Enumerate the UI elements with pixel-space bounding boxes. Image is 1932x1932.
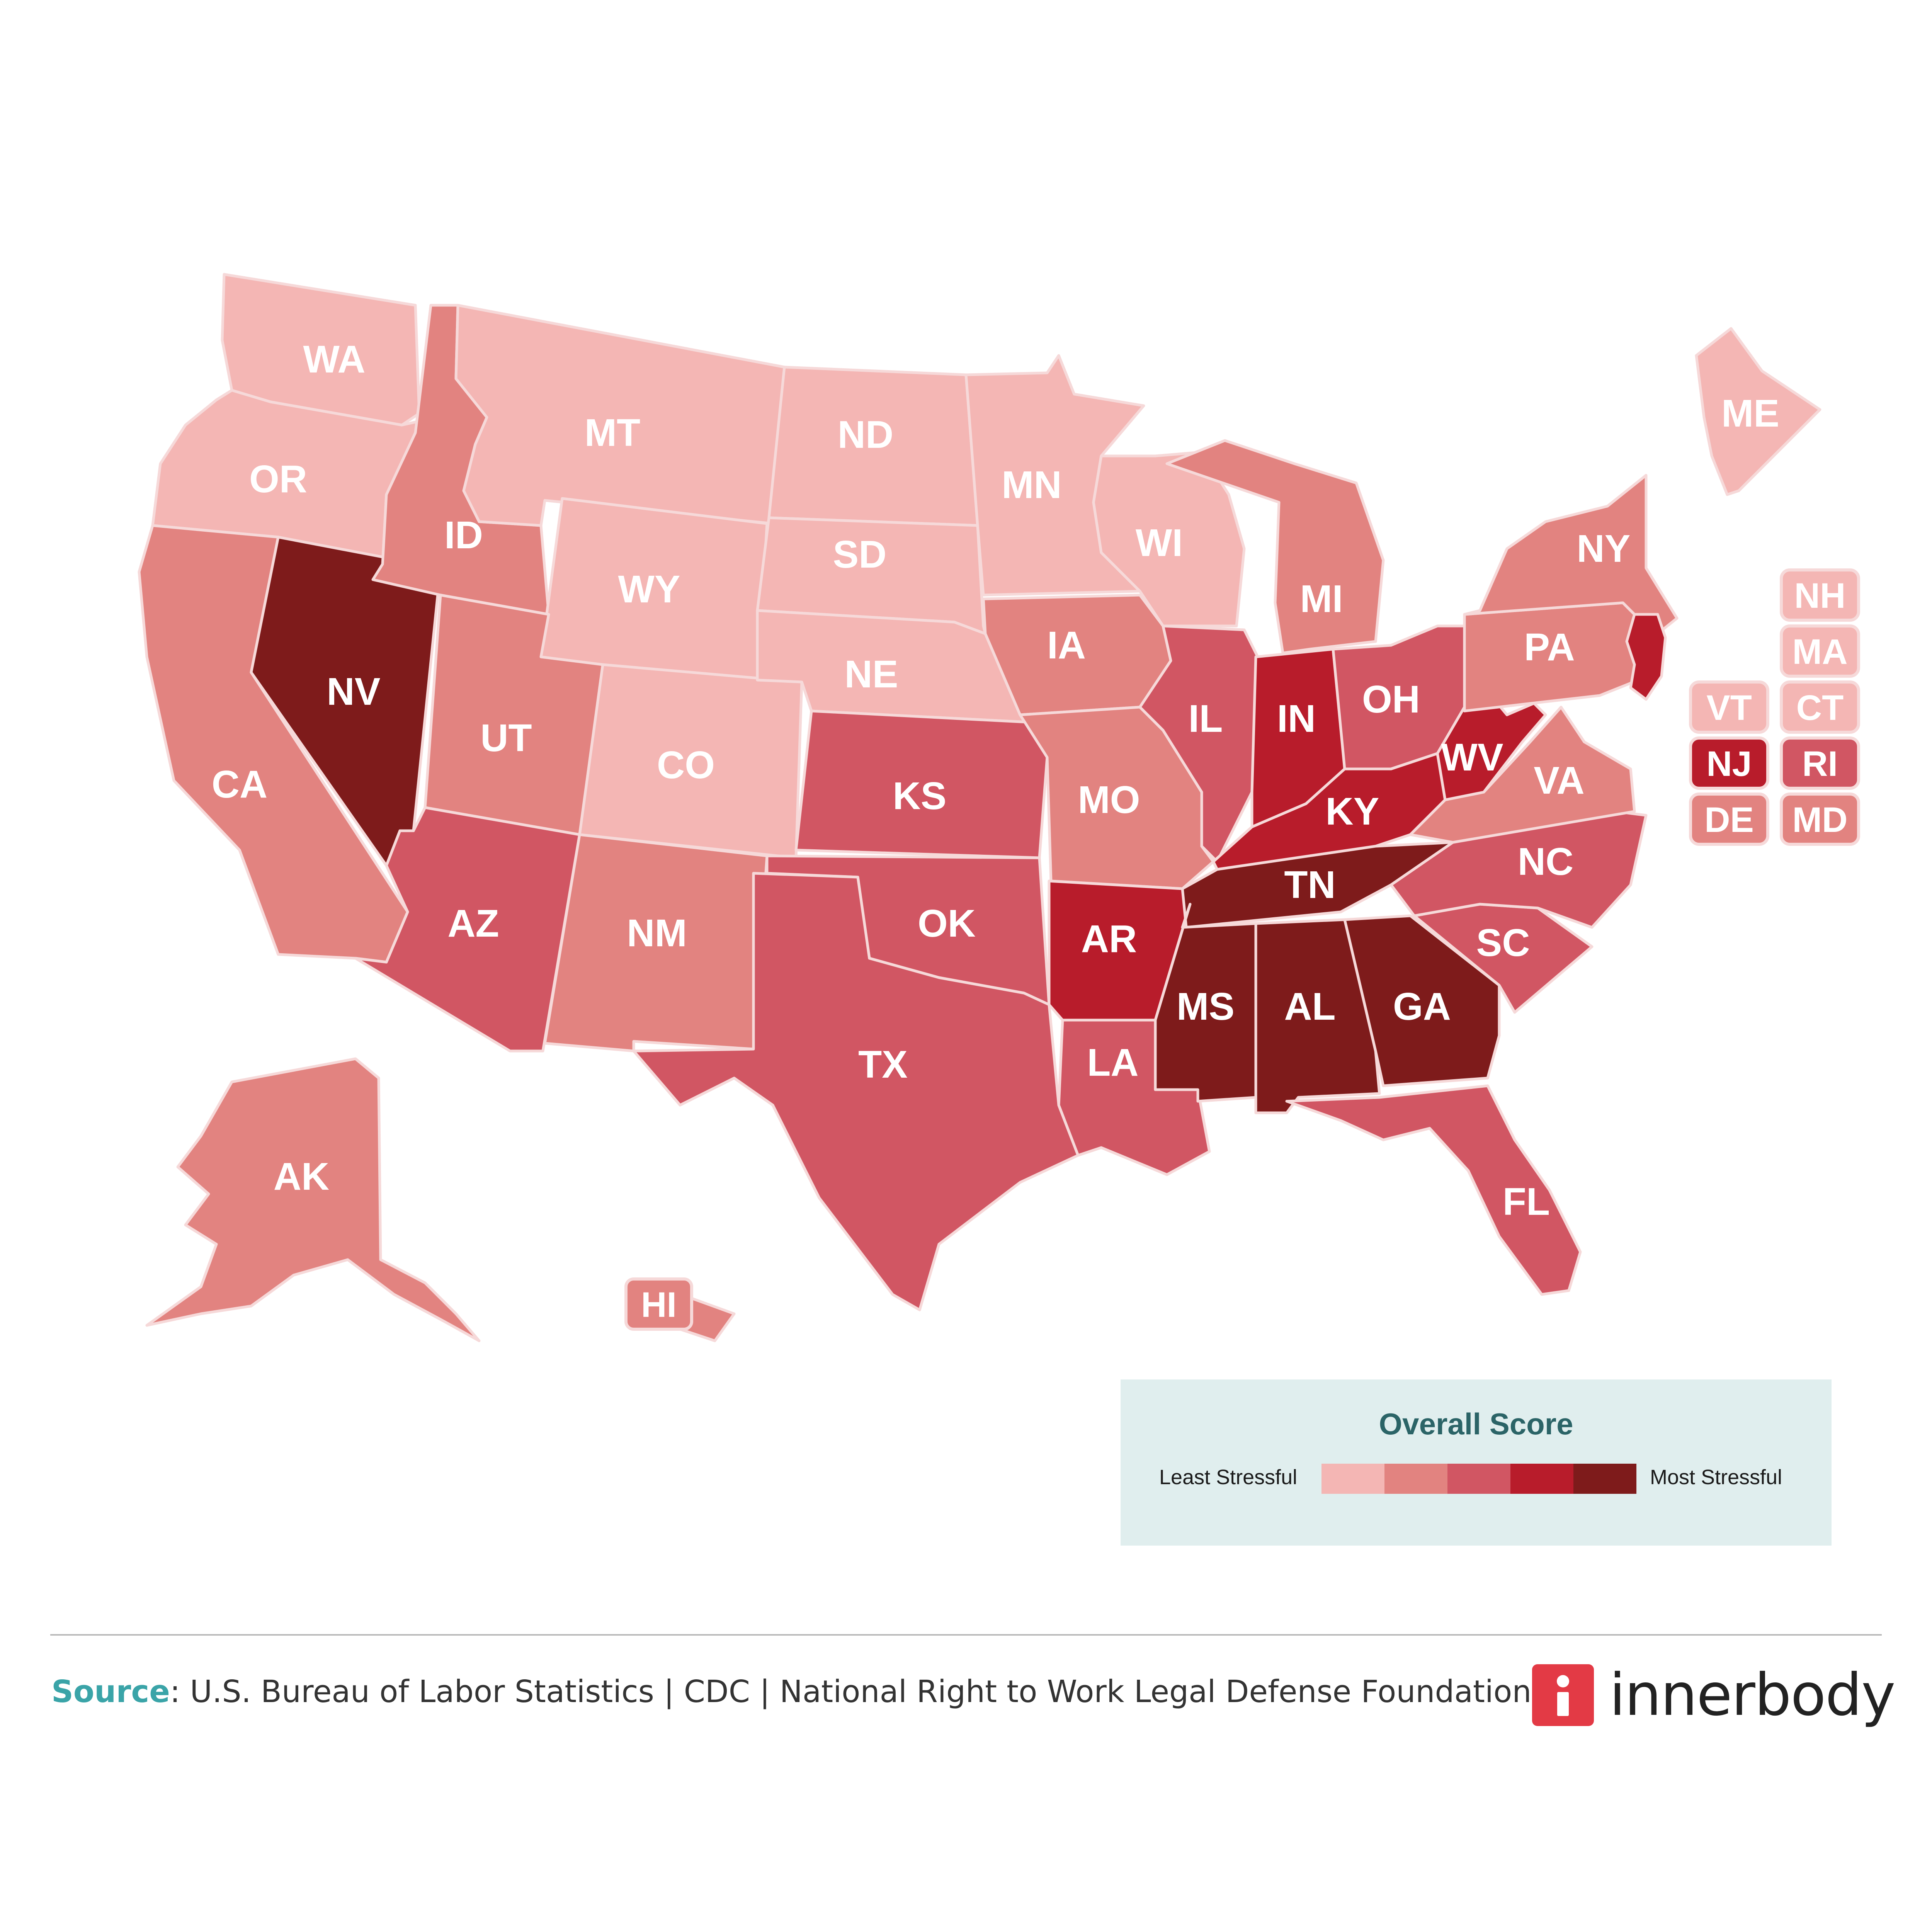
- state-label-mn: MN: [1002, 463, 1062, 507]
- state-box-nh: [1780, 568, 1860, 622]
- state-label-ga: GA: [1393, 985, 1451, 1028]
- state-label-sd: SD: [833, 533, 887, 576]
- state-label-mo: MO: [1078, 778, 1140, 821]
- state-tx: [632, 872, 1080, 1311]
- state-label-me: ME: [1721, 392, 1779, 435]
- state-fl: [1285, 1084, 1582, 1296]
- us-choropleth-map: WA OR CA NV ID MT WY UT AZ CO NM ND SD NE KS OK TX MN IA MO…: [138, 273, 1860, 1342]
- state-il: [1138, 624, 1261, 863]
- brand-logo: innerbody: [1532, 1662, 1896, 1729]
- state-label-de: DE: [1704, 800, 1754, 840]
- state-label-ri: RI: [1802, 744, 1838, 784]
- legend: Overall Score Least Stressful Most Stres…: [1121, 1379, 1832, 1546]
- state-label-va: VA: [1534, 759, 1585, 802]
- state-label-ks: KS: [893, 774, 947, 818]
- state-box-hi: [624, 1277, 693, 1331]
- state-label-wv: WV: [1441, 736, 1503, 779]
- state-box-ri: [1780, 736, 1860, 790]
- state-label-wy: WY: [618, 568, 680, 611]
- state-label-nj: NJ: [1706, 744, 1752, 784]
- state-label-nv: NV: [327, 670, 381, 713]
- state-label-ne: NE: [845, 653, 898, 696]
- state-labels: WA OR CA NV ID MT WY UT AZ CO NM ND SD NE KS OK TX MN IA MO…: [212, 338, 1779, 1223]
- footer-divider: [50, 1634, 1882, 1636]
- state-label-ia: IA: [1047, 624, 1086, 667]
- state-ks: [794, 709, 1049, 859]
- legend-most-label: Most Stressful: [1650, 1466, 1782, 1489]
- state-label-pa: PA: [1524, 626, 1575, 669]
- state-label-mi: MI: [1300, 577, 1343, 621]
- state-label-ny: NY: [1577, 527, 1631, 570]
- state-label-vt: VT: [1706, 688, 1752, 728]
- brand-name: innerbody: [1609, 1662, 1896, 1729]
- state-label-tn: TN: [1284, 863, 1335, 906]
- state-label-ok: OK: [918, 902, 976, 945]
- state-label-ut: UT: [480, 716, 532, 760]
- state-box-vt: [1689, 680, 1769, 734]
- state-box-ma: [1780, 624, 1860, 678]
- state-label-tx: TX: [858, 1043, 908, 1086]
- state-label-nh: NH: [1794, 576, 1846, 616]
- source-label: Source: [51, 1674, 170, 1709]
- state-label-la: LA: [1087, 1041, 1138, 1084]
- state-box-md: [1780, 793, 1860, 846]
- state-label-nd: ND: [838, 413, 893, 456]
- state-label-ky: KY: [1326, 790, 1379, 833]
- state-me: [1695, 327, 1821, 496]
- small-state-boxes: HI NH MA VT CT NJ RI DE MD: [624, 568, 1860, 1331]
- state-label-ms: MS: [1177, 985, 1235, 1028]
- legend-swatch-3: [1447, 1464, 1510, 1494]
- state-box-de: [1689, 793, 1769, 846]
- state-wi: [1092, 451, 1246, 628]
- state-box-nj: [1689, 736, 1769, 790]
- legend-swatch-4: [1510, 1464, 1573, 1494]
- state-mi: [1165, 439, 1385, 655]
- legend-swatch-2: [1384, 1464, 1447, 1494]
- state-label-mt: MT: [585, 411, 640, 454]
- legend-title: Overall Score: [1379, 1407, 1573, 1441]
- state-box-ct: [1780, 680, 1860, 734]
- legend-swatch-5: [1573, 1464, 1636, 1494]
- state-ga: [1343, 914, 1501, 1087]
- state-label-ar: AR: [1081, 917, 1137, 961]
- source-line: Source: U.S. Bureau of Labor Statistics …: [51, 1674, 1531, 1709]
- legend-swatch-1: [1321, 1464, 1384, 1494]
- info-icon: [1532, 1664, 1594, 1726]
- state-label-ma: MA: [1792, 632, 1847, 672]
- state-label-md: MD: [1792, 800, 1847, 840]
- state-label-or: OR: [249, 457, 307, 501]
- state-label-sc: SC: [1476, 921, 1530, 964]
- state-label-fl: FL: [1503, 1180, 1550, 1223]
- state-label-ct: CT: [1796, 688, 1844, 728]
- state-label-nm: NM: [627, 912, 687, 955]
- state-label-al: AL: [1284, 985, 1335, 1028]
- state-label-wi: WI: [1136, 521, 1183, 565]
- state-label-wa: WA: [303, 338, 365, 381]
- state-label-ak: AK: [274, 1155, 329, 1198]
- state-label-id: ID: [444, 514, 483, 557]
- state-label-il: IL: [1189, 697, 1223, 740]
- state-label-co: CO: [657, 743, 715, 787]
- state-label-hi: HI: [641, 1285, 677, 1325]
- legend-color-scale: [1321, 1464, 1636, 1494]
- state-ny: [1463, 474, 1679, 635]
- source-text: : U.S. Bureau of Labor Statistics | CDC …: [170, 1674, 1532, 1709]
- state-label-nc: NC: [1518, 840, 1573, 883]
- state-shapes: [138, 273, 1821, 1342]
- state-label-in: IN: [1277, 697, 1316, 740]
- state-label-az: AZ: [447, 902, 499, 945]
- state-ak: [145, 1057, 481, 1342]
- state-label-oh: OH: [1362, 678, 1420, 721]
- state-label-ca: CA: [212, 763, 267, 806]
- state-nj: [1625, 613, 1667, 701]
- legend-least-label: Least Stressful: [1159, 1466, 1298, 1489]
